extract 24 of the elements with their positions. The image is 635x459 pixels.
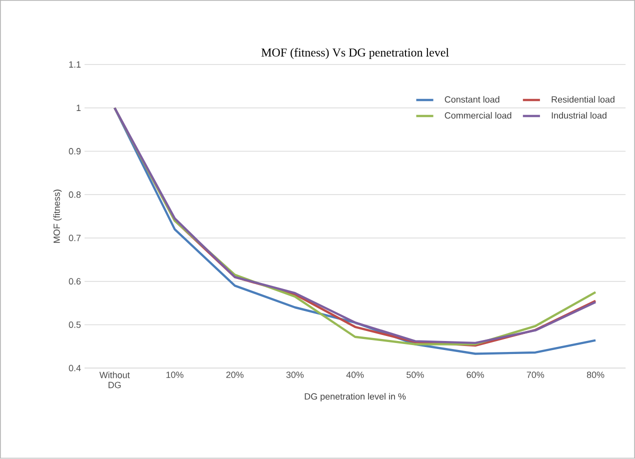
- x-tick-label: 60%: [466, 372, 484, 378]
- y-tick-label: 0.7: [68, 234, 81, 242]
- x-tick-label: 80%: [586, 372, 604, 378]
- x-axis-title: DG penetration level in %: [304, 393, 406, 402]
- y-tick-label: 0.5: [68, 322, 81, 328]
- y-tick-label: 0.4: [68, 365, 81, 372]
- x-tick-label: Without DG: [99, 372, 130, 388]
- x-tick-label: 10%: [166, 372, 184, 378]
- y-tick-label: 0.9: [68, 148, 81, 155]
- legend-label: Constant load: [444, 96, 500, 103]
- y-tick-label: 0.6: [68, 278, 81, 285]
- y-tick-label: 0.8: [68, 192, 81, 198]
- x-tick-label: 40%: [346, 372, 364, 378]
- y-axis-title: MOF (fitness): [53, 190, 62, 243]
- x-tick-label: 20%: [226, 372, 244, 378]
- y-tick-label: 1: [76, 104, 81, 112]
- legend-label: Industrial load: [552, 112, 606, 119]
- x-tick-label: 30%: [286, 372, 304, 378]
- y-tick-label: 1.1: [69, 62, 81, 68]
- x-tick-label: 50%: [406, 372, 424, 378]
- legend-label: Residential load: [552, 96, 614, 103]
- legend-label: Commercial load: [444, 112, 512, 119]
- x-tick-label: 70%: [526, 372, 544, 378]
- chart-title: MOF (fitness) Vs DG penetration level: [261, 48, 449, 60]
